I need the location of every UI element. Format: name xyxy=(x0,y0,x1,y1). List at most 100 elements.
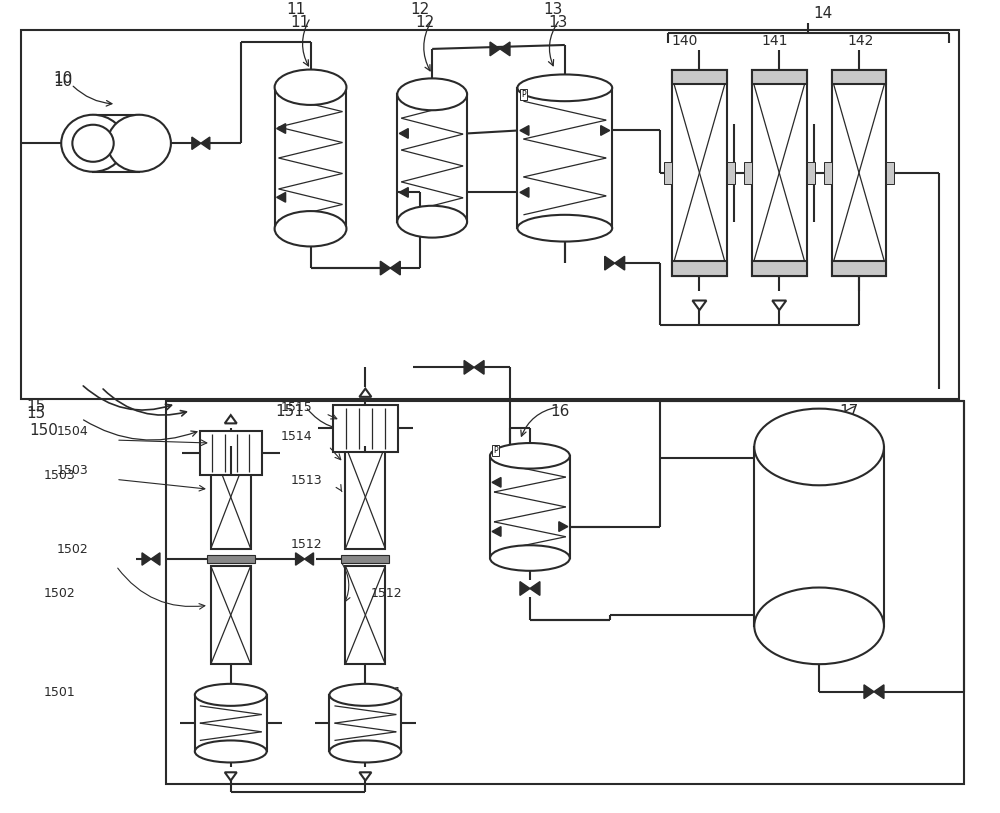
Bar xyxy=(275,87,346,228)
Ellipse shape xyxy=(61,115,125,172)
Ellipse shape xyxy=(107,115,171,172)
Polygon shape xyxy=(601,126,610,135)
Bar xyxy=(341,555,389,563)
Polygon shape xyxy=(359,389,371,397)
Text: 142: 142 xyxy=(847,34,873,48)
Bar xyxy=(329,695,401,751)
Bar xyxy=(752,262,807,276)
Text: P: P xyxy=(521,89,526,99)
Polygon shape xyxy=(520,126,529,135)
Text: 1502: 1502 xyxy=(56,543,88,556)
Bar xyxy=(517,88,612,228)
Polygon shape xyxy=(772,301,786,310)
Text: P: P xyxy=(493,446,498,455)
Ellipse shape xyxy=(275,70,346,105)
Ellipse shape xyxy=(195,684,267,706)
Bar xyxy=(21,30,959,399)
Polygon shape xyxy=(225,415,237,424)
Text: 11: 11 xyxy=(291,15,310,30)
Polygon shape xyxy=(192,137,201,150)
Polygon shape xyxy=(490,42,500,56)
Text: 1512: 1512 xyxy=(370,587,402,600)
Text: 1514: 1514 xyxy=(281,430,312,443)
Ellipse shape xyxy=(195,741,267,763)
Polygon shape xyxy=(520,188,529,198)
Bar xyxy=(345,446,385,549)
Bar xyxy=(744,162,752,184)
Polygon shape xyxy=(692,301,706,310)
Text: 1512: 1512 xyxy=(291,538,322,551)
Text: 1501: 1501 xyxy=(43,685,75,698)
Ellipse shape xyxy=(329,741,401,763)
Text: 10: 10 xyxy=(53,72,72,86)
Polygon shape xyxy=(605,256,615,270)
Text: 1503: 1503 xyxy=(56,464,88,477)
Text: 15: 15 xyxy=(26,406,46,420)
Bar xyxy=(752,70,807,84)
Text: 1511: 1511 xyxy=(370,685,402,698)
Bar xyxy=(490,456,570,558)
Polygon shape xyxy=(474,360,484,374)
Bar xyxy=(397,94,467,222)
Bar xyxy=(672,70,727,84)
Ellipse shape xyxy=(72,124,114,162)
Bar xyxy=(333,405,398,452)
Polygon shape xyxy=(530,581,540,595)
Polygon shape xyxy=(520,581,530,595)
Polygon shape xyxy=(500,42,510,56)
Text: 14: 14 xyxy=(813,7,832,21)
Polygon shape xyxy=(151,553,160,565)
Text: 141: 141 xyxy=(761,34,788,48)
Text: 13: 13 xyxy=(548,15,567,30)
Text: 1513: 1513 xyxy=(291,474,322,487)
Ellipse shape xyxy=(490,546,570,571)
Ellipse shape xyxy=(754,409,884,485)
Bar xyxy=(832,70,886,84)
Ellipse shape xyxy=(517,215,612,241)
Text: 1502: 1502 xyxy=(43,587,75,600)
Polygon shape xyxy=(559,522,568,532)
Polygon shape xyxy=(225,772,237,780)
Polygon shape xyxy=(296,553,305,565)
Text: 140: 140 xyxy=(672,34,698,48)
Ellipse shape xyxy=(490,443,570,468)
Text: 10: 10 xyxy=(53,74,72,89)
Bar xyxy=(752,70,807,276)
Text: 1515: 1515 xyxy=(281,401,312,414)
Bar xyxy=(200,431,262,475)
Text: 13: 13 xyxy=(543,2,563,17)
Text: 12: 12 xyxy=(415,15,434,30)
Polygon shape xyxy=(464,360,474,374)
Polygon shape xyxy=(615,256,625,270)
Polygon shape xyxy=(305,553,314,565)
Text: 1503: 1503 xyxy=(43,469,75,482)
Polygon shape xyxy=(864,685,874,698)
Text: 151: 151 xyxy=(276,404,304,419)
Ellipse shape xyxy=(329,684,401,706)
Polygon shape xyxy=(874,685,884,698)
Bar xyxy=(93,115,139,172)
Text: 17: 17 xyxy=(839,404,858,419)
Text: 150: 150 xyxy=(29,424,58,438)
Bar xyxy=(824,162,832,184)
Ellipse shape xyxy=(397,78,467,111)
Text: 1504: 1504 xyxy=(56,425,88,438)
Bar xyxy=(672,262,727,276)
Bar xyxy=(664,162,672,184)
Polygon shape xyxy=(492,477,501,487)
Text: 12: 12 xyxy=(411,2,430,17)
Text: 15: 15 xyxy=(26,399,46,414)
Polygon shape xyxy=(359,772,371,780)
Bar xyxy=(807,162,815,184)
Polygon shape xyxy=(201,137,210,150)
Bar xyxy=(754,447,884,626)
Polygon shape xyxy=(492,527,501,537)
Bar xyxy=(207,555,255,563)
Bar xyxy=(832,262,886,276)
Ellipse shape xyxy=(275,211,346,246)
Polygon shape xyxy=(399,188,408,198)
Bar xyxy=(832,70,886,276)
Bar xyxy=(886,162,894,184)
Text: 11: 11 xyxy=(286,2,305,17)
Ellipse shape xyxy=(517,75,612,101)
